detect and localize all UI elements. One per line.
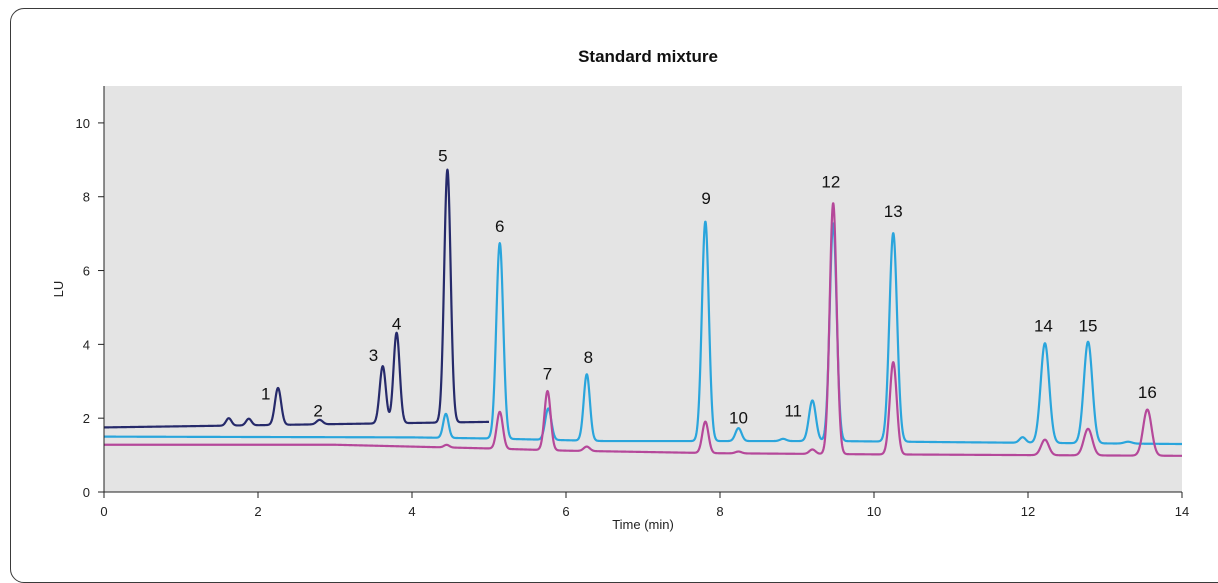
peak-label-10: 10 bbox=[729, 409, 748, 428]
x-tick-label: 8 bbox=[716, 504, 723, 519]
plot-area bbox=[104, 86, 1182, 492]
peak-label-5: 5 bbox=[438, 147, 447, 166]
x-tick-label: 12 bbox=[1021, 504, 1035, 519]
peak-label-4: 4 bbox=[392, 315, 401, 334]
y-tick-label: 8 bbox=[83, 190, 90, 205]
x-tick-label: 14 bbox=[1175, 504, 1189, 519]
peak-label-15: 15 bbox=[1079, 316, 1098, 335]
peak-label-12: 12 bbox=[821, 173, 840, 192]
peak-label-16: 16 bbox=[1138, 383, 1157, 402]
series-line-1 bbox=[103, 168, 490, 429]
y-tick-label: 4 bbox=[83, 337, 90, 352]
chart-title: Standard mixture bbox=[578, 47, 718, 66]
x-tick-label: 2 bbox=[254, 504, 261, 519]
y-tick-label: 6 bbox=[83, 264, 90, 279]
y-tick-label: 0 bbox=[83, 485, 90, 500]
x-tick-label: 4 bbox=[408, 504, 415, 519]
peak-label-11: 11 bbox=[784, 401, 802, 420]
y-tick-label: 2 bbox=[83, 411, 90, 426]
peak-label-9: 9 bbox=[701, 189, 710, 208]
peak-label-3: 3 bbox=[369, 346, 378, 365]
peak-label-14: 14 bbox=[1034, 316, 1053, 335]
x-tick-label: 6 bbox=[562, 504, 569, 519]
peak-label-8: 8 bbox=[584, 348, 593, 367]
x-tick-label: 0 bbox=[100, 504, 107, 519]
y-axis-label: LU bbox=[51, 281, 66, 298]
y-tick-label: 10 bbox=[76, 116, 90, 131]
peak-label-6: 6 bbox=[495, 217, 504, 236]
peak-label-7: 7 bbox=[543, 364, 552, 383]
x-tick-label: 10 bbox=[867, 504, 881, 519]
series-line-2 bbox=[103, 220, 1183, 446]
x-axis-label: Time (min) bbox=[612, 517, 674, 532]
peak-label-1: 1 bbox=[261, 385, 270, 404]
peak-label-2: 2 bbox=[313, 401, 322, 420]
peak-label-13: 13 bbox=[884, 202, 903, 221]
series-line-3 bbox=[103, 202, 1183, 457]
